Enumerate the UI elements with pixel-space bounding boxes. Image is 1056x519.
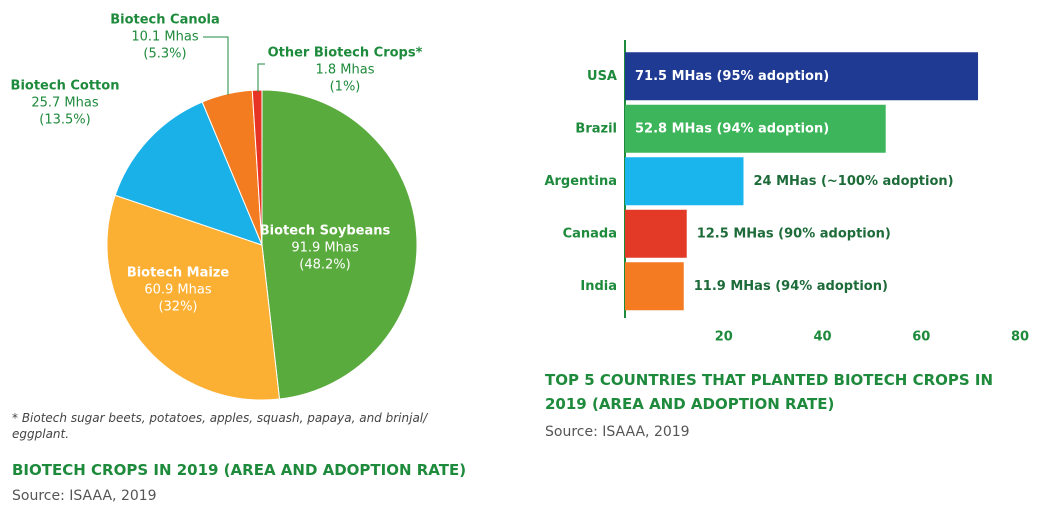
bar [625,104,886,153]
slice-name: Biotech Cotton [11,79,120,94]
slice-area-label: 1.8 Mhas [315,63,374,78]
slice-name: Biotech Soybeans [260,224,391,239]
category-label: USA [587,69,617,84]
pie-slice [114,101,263,246]
pie-slice [106,194,281,401]
value-label: 52.8 MHas (94% adoption) [635,121,829,136]
bar-source: Source: ISAAA, 2019 [545,424,690,440]
bar [625,157,744,206]
slice-share-label: (13.5%) [39,113,90,128]
slice-area-label: 25.7 Mhas [31,96,98,111]
bar [625,209,687,258]
category-label: India [580,279,617,294]
x-tick-label: 80 [1011,330,1029,345]
slice-name: Other Biotech Crops* [268,46,423,61]
pie-slice [261,89,418,400]
value-label: 12.5 MHas (90% adoption) [697,226,891,241]
bar [625,52,979,101]
value-label: 11.9 MHas (94% adoption) [694,279,888,294]
category-label: Canada [563,226,617,241]
slice-area-label: 10.1 Mhas [131,30,198,45]
bar-title: TOP 5 COUNTRIES THAT PLANTED BIOTECH CRO… [545,371,994,413]
pie-slice [251,89,263,246]
value-label: 24 MHas (~100% adoption) [754,174,954,189]
value-label: 71.5 MHas (95% adoption) [635,69,829,84]
slice-name: Biotech Canola [110,13,220,28]
category-label: Brazil [575,121,617,136]
category-label: Argentina [544,174,617,189]
slice-area-label: 91.9 Mhas [291,241,358,256]
x-tick-label: 60 [912,330,930,345]
slice-share-label: (5.3%) [143,47,186,62]
leader-line [203,36,229,95]
leader-line [257,63,265,92]
slice-name: Biotech Maize [127,266,230,281]
x-tick-label: 20 [715,330,733,345]
slice-share-label: (32%) [158,300,197,315]
slice-area-label: 60.9 Mhas [144,283,211,298]
pie-title: BIOTECH CROPS IN 2019 (AREA AND ADOPTION… [12,461,467,479]
footnote: * Biotech sugar beets, potatoes, apples,… [12,411,428,441]
slice-share-label: (1%) [330,80,361,95]
bar [625,262,684,311]
slice-share-label: (48.2%) [299,258,350,273]
pie-source: Source: ISAAA, 2019 [12,488,157,504]
x-tick-label: 40 [813,330,831,345]
